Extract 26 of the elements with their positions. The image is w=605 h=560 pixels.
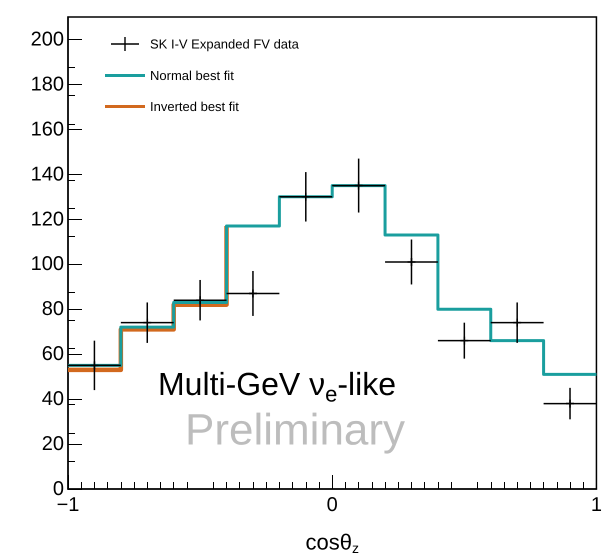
y-tick-label: 180 (30, 73, 64, 96)
x-tick-label: 1 (590, 494, 602, 516)
y-tick-label: 160 (30, 118, 64, 140)
legend-label: Normal best fit (150, 68, 234, 83)
y-tick-label: 60 (42, 343, 64, 366)
y-tick-label: 100 (30, 253, 64, 276)
legend-label: SK I-V Expanded FV data (150, 36, 300, 52)
point (196, 296, 204, 304)
legend-label: Inverted best fit (150, 99, 240, 114)
annotation: Preliminary (185, 406, 406, 454)
point (566, 400, 574, 408)
x-tick-label: 0 (326, 494, 338, 516)
point (248, 289, 257, 298)
y-tick-label: 80 (42, 298, 64, 320)
point (90, 361, 98, 370)
y-tick-label: 140 (30, 163, 64, 186)
y-tick-label: 120 (30, 208, 64, 230)
point (513, 318, 522, 327)
point (302, 192, 310, 201)
point (354, 182, 363, 190)
y-tick-label: 40 (42, 388, 64, 410)
y-tick-label: 20 (42, 433, 64, 456)
point (460, 336, 468, 345)
point (407, 258, 416, 266)
point (143, 318, 152, 327)
y-tick-label: 200 (30, 28, 64, 50)
